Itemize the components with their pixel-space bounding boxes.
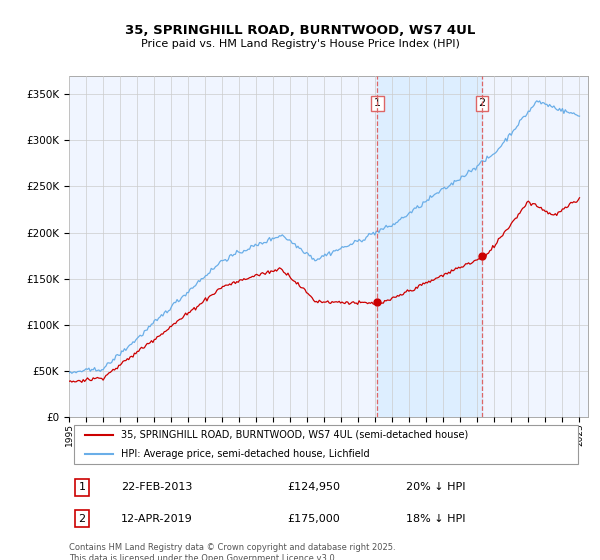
Text: 12-APR-2019: 12-APR-2019 [121,514,193,524]
Text: 18% ↓ HPI: 18% ↓ HPI [406,514,466,524]
Text: 1: 1 [374,99,381,108]
FancyBboxPatch shape [74,425,578,464]
Text: £175,000: £175,000 [287,514,340,524]
Text: 1: 1 [79,482,85,492]
Text: 2: 2 [479,99,486,108]
Text: HPI: Average price, semi-detached house, Lichfield: HPI: Average price, semi-detached house,… [121,449,370,459]
Text: 22-FEB-2013: 22-FEB-2013 [121,482,192,492]
Text: £124,950: £124,950 [287,482,340,492]
Text: Contains HM Land Registry data © Crown copyright and database right 2025.
This d: Contains HM Land Registry data © Crown c… [69,543,395,560]
Text: 20% ↓ HPI: 20% ↓ HPI [406,482,466,492]
Text: 35, SPRINGHILL ROAD, BURNTWOOD, WS7 4UL (semi-detached house): 35, SPRINGHILL ROAD, BURNTWOOD, WS7 4UL … [121,430,468,440]
Bar [377,76,482,417]
Text: 2: 2 [79,514,86,524]
Text: Price paid vs. HM Land Registry's House Price Index (HPI): Price paid vs. HM Land Registry's House … [140,39,460,49]
Text: 35, SPRINGHILL ROAD, BURNTWOOD, WS7 4UL: 35, SPRINGHILL ROAD, BURNTWOOD, WS7 4UL [125,24,475,36]
